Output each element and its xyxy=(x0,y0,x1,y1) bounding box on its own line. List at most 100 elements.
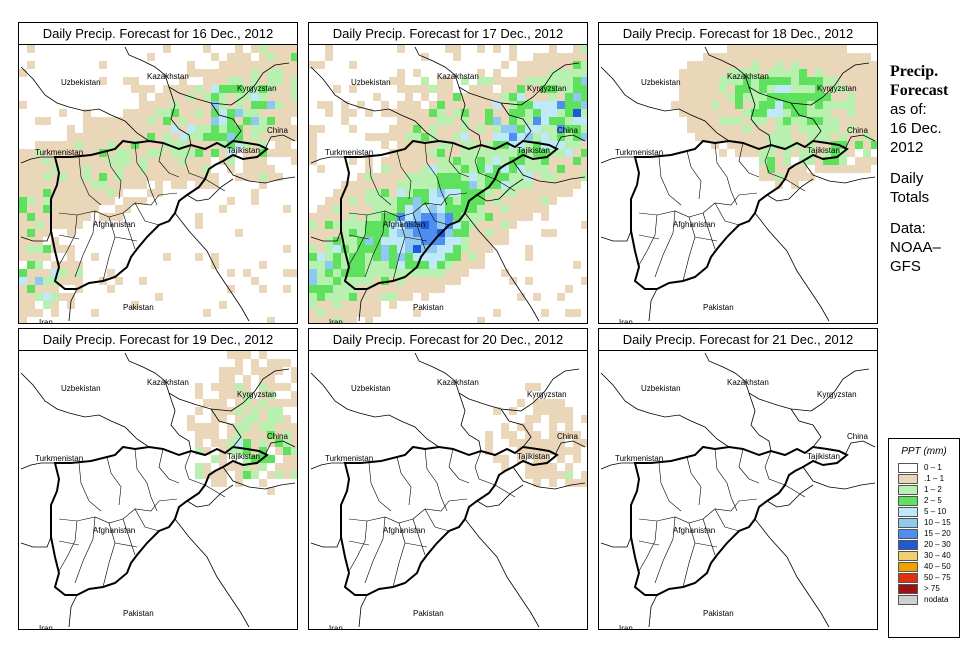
precip-cell xyxy=(211,383,219,391)
precip-cell xyxy=(283,69,291,77)
country-border xyxy=(476,484,524,508)
precip-cell xyxy=(509,189,517,197)
precip-cell xyxy=(19,173,27,181)
legend-swatch xyxy=(898,595,918,605)
country-border xyxy=(704,352,812,412)
precip-cell xyxy=(19,213,27,221)
precip-cell xyxy=(751,45,759,53)
precip-cell xyxy=(791,109,799,117)
precip-cell xyxy=(743,53,751,61)
precip-cell xyxy=(791,61,799,69)
precip-cell xyxy=(581,133,587,141)
precip-cell xyxy=(871,125,877,133)
precip-cell xyxy=(283,471,291,479)
precip-cell xyxy=(203,125,211,133)
precip-cell xyxy=(573,165,581,173)
precip-cell xyxy=(163,85,171,93)
precip-cell xyxy=(517,93,525,101)
precip-cell xyxy=(413,165,421,173)
precip-cell xyxy=(783,101,791,109)
precip-cell xyxy=(187,157,195,165)
precip-cell xyxy=(549,229,557,237)
precip-cell xyxy=(413,237,421,245)
precip-cell xyxy=(35,181,43,189)
precip-cell xyxy=(349,205,357,213)
precip-cell xyxy=(163,253,171,261)
precip-cell xyxy=(275,109,283,117)
precip-cell xyxy=(365,133,373,141)
precip-cell xyxy=(541,189,549,197)
province-boundary xyxy=(412,192,468,214)
precip-cell xyxy=(727,69,735,77)
precip-cell xyxy=(91,189,99,197)
legend-label: 1 – 2 xyxy=(924,485,942,494)
precip-cell xyxy=(91,253,99,261)
precip-cell xyxy=(453,269,461,277)
precip-cell xyxy=(267,53,275,61)
precip-cell xyxy=(581,471,587,479)
precip-cell xyxy=(99,165,107,173)
precip-cell xyxy=(107,173,115,181)
precip-cell xyxy=(291,439,297,447)
precip-cell xyxy=(397,101,405,109)
precip-cell xyxy=(791,117,799,125)
precip-cell xyxy=(163,173,171,181)
country-border xyxy=(20,536,52,548)
precip-cell xyxy=(115,165,123,173)
precip-cell xyxy=(187,415,195,423)
precip-cell xyxy=(445,125,453,133)
precip-cell xyxy=(413,285,421,293)
precip-cell xyxy=(703,85,711,93)
precip-cell xyxy=(83,125,91,133)
precip-cell xyxy=(267,125,275,133)
precip-cell xyxy=(291,77,297,85)
precip-cell xyxy=(243,439,251,447)
precip-cell xyxy=(397,165,405,173)
precip-cell xyxy=(549,423,557,431)
precip-cell xyxy=(389,253,397,261)
province-boundary xyxy=(682,522,696,588)
country-border xyxy=(748,86,772,146)
forecast-panel: Daily Precip. Forecast for 18 Dec., 2012… xyxy=(598,22,878,324)
precip-cell xyxy=(341,205,349,213)
precip-cell xyxy=(453,181,461,189)
precip-cell xyxy=(711,85,719,93)
country-border xyxy=(512,160,586,184)
precip-cell xyxy=(195,125,203,133)
precip-cell xyxy=(333,197,341,205)
country-label-pakistan: Pakistan xyxy=(413,609,444,618)
precip-cell xyxy=(541,407,549,415)
province-boundary xyxy=(134,202,160,226)
precip-cell xyxy=(275,69,283,77)
precip-cell xyxy=(687,117,695,125)
precip-cell xyxy=(823,101,831,109)
precip-cell xyxy=(831,133,839,141)
country-label-afghanistan: Afghanistan xyxy=(93,220,135,229)
precip-cell xyxy=(131,173,139,181)
precip-cell xyxy=(211,253,219,261)
country-label-afghanistan: Afghanistan xyxy=(383,220,425,229)
precip-cell xyxy=(107,285,115,293)
precip-cell xyxy=(405,117,413,125)
precip-cell xyxy=(43,189,51,197)
precip-cell xyxy=(517,423,525,431)
province-boundary xyxy=(730,496,738,512)
precip-cell xyxy=(187,173,195,181)
province-boundary xyxy=(368,462,392,512)
precip-cell xyxy=(275,117,283,125)
province-boundary xyxy=(738,448,760,484)
precip-cell xyxy=(59,261,67,269)
precip-cell xyxy=(549,197,557,205)
precip-cell xyxy=(839,133,847,141)
precip-cell xyxy=(775,157,783,165)
precip-cell xyxy=(517,447,525,455)
province-boundary xyxy=(404,542,428,548)
country-border xyxy=(600,156,635,164)
precip-cell xyxy=(461,197,469,205)
precip-cell xyxy=(469,221,477,229)
province-boundary xyxy=(58,520,78,572)
precip-cell xyxy=(767,117,775,125)
precip-cell xyxy=(43,221,51,229)
precip-cell xyxy=(549,157,557,165)
precip-cell xyxy=(847,101,855,109)
